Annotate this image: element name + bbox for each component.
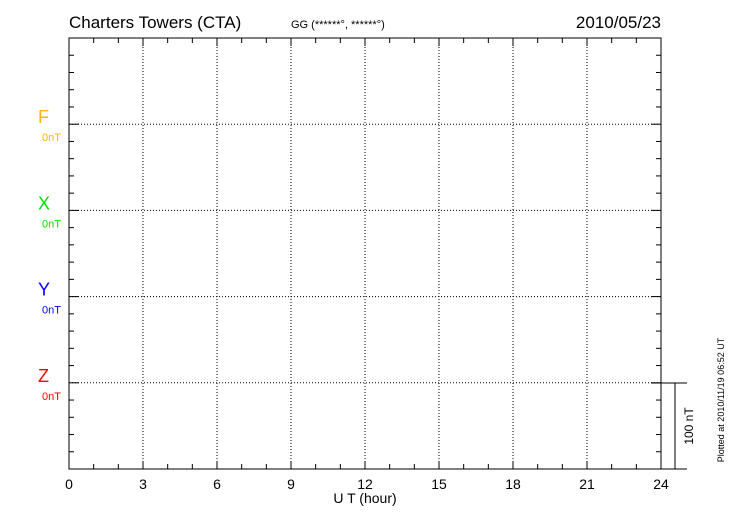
series-name-y: Y [38,280,50,300]
x-tick-labels: 0 3 6 9 12 15 18 21 24 [65,476,669,492]
x-tick-label: 6 [213,476,221,492]
chart-title: Charters Towers (CTA) [69,13,241,32]
x-tick-label: 21 [579,476,595,492]
plotted-note: Plotted at 2010/11/19 06:52 UT [716,337,726,462]
scale-bar-label: 100 nT [682,407,696,445]
x-tick-label: 24 [653,476,669,492]
scale-bar: 100 nT [651,382,696,470]
x-tick-label: 3 [139,476,147,492]
x-tick-label: 0 [65,476,73,492]
series-baseline-x: 0nT [42,218,61,230]
x-axis-label: U T (hour) [333,490,396,506]
plot-frame [68,37,662,470]
series-baseline-z: 0nT [42,391,61,403]
x-tick-label: 12 [357,476,373,492]
chart-subtitle: GG (******°, ******°) [291,19,385,31]
x-tick-label: 18 [505,476,521,492]
series-labels: F 0nT X 0nT Y 0nT Z 0nT [38,107,61,403]
series-baseline-f: 0nT [42,132,61,144]
series-name-f: F [38,107,49,127]
grid [69,38,661,469]
chart-date: 2010/05/23 [576,13,661,32]
series-baseline-y: 0nT [42,305,61,317]
series-name-z: Z [38,366,49,386]
series-name-x: X [38,193,50,213]
axis-ticks [68,37,662,470]
x-tick-label: 9 [287,476,295,492]
x-tick-label: 15 [431,476,447,492]
